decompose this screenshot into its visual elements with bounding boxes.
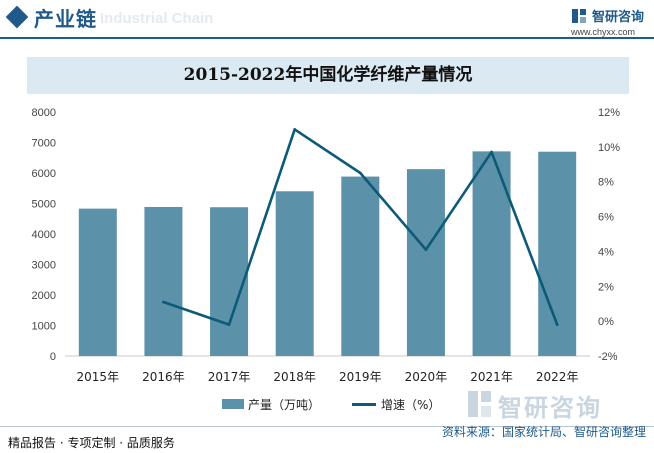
y-left-tick-label: 8000 xyxy=(32,107,56,119)
y-left-tick-label: 0 xyxy=(50,351,56,363)
y-left-tick-label: 5000 xyxy=(32,199,56,211)
x-tick-label: 2015年 xyxy=(77,370,120,384)
legend: 产量（万吨） 增速（%） xyxy=(0,394,654,414)
point-growth-rate xyxy=(358,171,362,175)
header-divider xyxy=(0,37,654,39)
watermark-text: 智研咨询 xyxy=(498,394,602,422)
footer-source: 资料来源：国家统计局、智研咨询整理 xyxy=(441,425,646,439)
header-bar: 产业链 Industrial Chain 智研咨询 www.chyxx.com xyxy=(0,0,654,40)
legend-swatch-production xyxy=(222,399,244,409)
bar-production xyxy=(406,169,445,356)
y-left-tick-label: 4000 xyxy=(32,229,56,241)
brand-url: www.chyxx.com xyxy=(571,27,636,37)
legend-label-production: 产量（万吨） xyxy=(248,398,321,412)
y-right-tick-label: 0% xyxy=(598,316,614,328)
bar-production xyxy=(144,206,183,356)
y-left-tick-label: 7000 xyxy=(32,138,56,150)
point-growth-rate xyxy=(424,248,428,252)
bar-production xyxy=(341,176,380,356)
point-growth-rate xyxy=(162,300,165,304)
y-right-tick-label: 12% xyxy=(598,107,620,119)
chart-title-band: 2015-2022年中国化学纤维产量情况 xyxy=(27,57,629,94)
x-tick-label: 2021年 xyxy=(470,370,513,384)
y-right-tick-label: 2% xyxy=(598,281,614,293)
watermark-logo-icon xyxy=(468,391,491,417)
legend-label-growth: 增速（%） xyxy=(381,398,441,412)
y-right-tick-label: 4% xyxy=(598,246,614,258)
brand-logo-icon xyxy=(572,9,586,23)
y-right-tick-label: 10% xyxy=(598,142,620,154)
y-right-tick-label: 6% xyxy=(598,212,614,224)
point-growth-rate xyxy=(227,323,231,327)
header-ghost-text: Industrial Chain xyxy=(100,10,214,27)
x-tick-label: 2018年 xyxy=(273,370,316,384)
brand-name: 智研咨询 xyxy=(592,10,645,25)
bar-production xyxy=(275,191,314,356)
y-left-tick-label: 6000 xyxy=(32,168,56,180)
x-tick-label: 2020年 xyxy=(405,370,448,384)
y-left-tick-label: 3000 xyxy=(32,260,56,272)
y-left-tick-label: 2000 xyxy=(32,290,56,302)
x-tick-label: 2022年 xyxy=(536,370,579,384)
chart-title: 2015-2022年中国化学纤维产量情况 xyxy=(183,65,473,85)
y-right-tick-label: -2% xyxy=(598,351,618,363)
legend-swatch-growth xyxy=(352,403,376,406)
bar-production xyxy=(472,151,511,356)
point-growth-rate xyxy=(490,150,493,154)
y-left-tick-label: 1000 xyxy=(32,321,56,333)
bar-production xyxy=(78,208,117,356)
y-right-tick-label: 8% xyxy=(598,177,614,189)
point-growth-rate xyxy=(555,323,559,327)
footer-divider xyxy=(0,426,654,427)
bar-production xyxy=(210,207,249,356)
section-title: 产业链 xyxy=(34,7,97,31)
point-growth-rate xyxy=(293,128,297,131)
x-tick-label: 2016年 xyxy=(142,370,185,384)
x-tick-label: 2017年 xyxy=(208,370,251,384)
footer-tagline: 精品报告 · 专项定制 · 品质服务 xyxy=(8,436,175,450)
x-tick-label: 2019年 xyxy=(339,370,382,384)
